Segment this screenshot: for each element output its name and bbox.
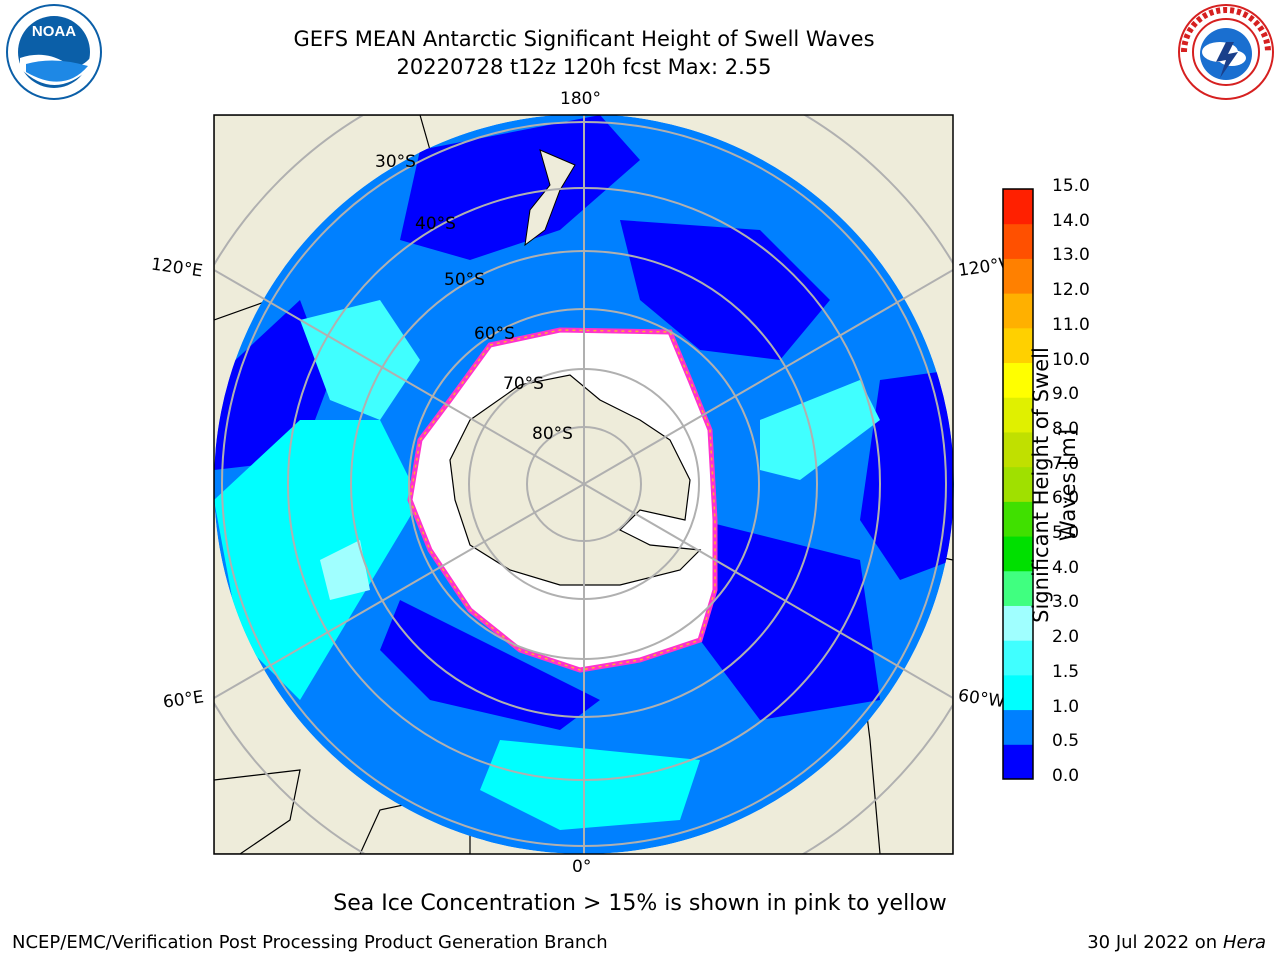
colorbar xyxy=(1002,188,1034,780)
swell-high-atlantic xyxy=(480,740,700,830)
colorbar-tick-label: 6.0 xyxy=(1052,488,1080,509)
colorbar-segment xyxy=(1003,293,1033,329)
sea-ice-edge xyxy=(409,329,716,671)
colorbar-segment xyxy=(1003,536,1033,572)
colorbar-tick-label: 0.5 xyxy=(1052,731,1080,752)
colorbar-tick-label: 11.0 xyxy=(1052,314,1090,335)
colorbar-segment xyxy=(1003,570,1033,606)
colorbar-segment xyxy=(1003,258,1033,294)
colorbar-segment xyxy=(1003,640,1033,676)
footer-credit: NCEP/EMC/Verification Post Processing Pr… xyxy=(12,932,608,953)
map-frame xyxy=(213,114,954,855)
colorbar-segment xyxy=(1003,223,1033,259)
colorbar-tick-label: 9.0 xyxy=(1052,384,1080,405)
swell-high-indian xyxy=(214,420,420,700)
meridian-60w xyxy=(583,483,953,699)
colorbar-tick-label: 13.0 xyxy=(1052,245,1090,266)
swell-low-south xyxy=(380,600,600,730)
colorbar-ticks: 0.0 0.5 1.0 1.5 2.0 3.0 4.0 5.0 6.0 7.0 8.0 9.0 10.0… xyxy=(1052,176,1112,791)
colorbar-tick-label: 2.0 xyxy=(1052,627,1080,648)
meridian-120w xyxy=(583,269,953,485)
colorbar-tick-label: 15.0 xyxy=(1052,176,1090,196)
swell-high-pacific xyxy=(760,380,880,480)
map-title: GEFS MEAN Antarctic Significant Height o… xyxy=(293,27,875,51)
colorbar-tick-label: 1.5 xyxy=(1052,661,1080,682)
new-zealand-land xyxy=(524,149,576,247)
antarctica-land xyxy=(449,374,702,586)
map-subtitle: 20220728 t12z 120h fcst Max: 2.55 xyxy=(396,55,772,79)
sea-ice-note: Sea Ice Concentration > 15% is shown in … xyxy=(333,891,947,916)
swell-low-drake xyxy=(700,520,880,720)
meridian-label-180: 180° xyxy=(560,89,601,109)
colorbar-tick-label: 12.0 xyxy=(1052,280,1090,301)
swell-low-north xyxy=(620,220,830,360)
swell-high-west xyxy=(300,300,420,420)
colorbar-segment xyxy=(1003,605,1033,641)
colorbar-segment xyxy=(1003,709,1033,745)
graticule xyxy=(214,115,953,854)
swell-low-east xyxy=(860,370,953,580)
swell-max-patch xyxy=(320,540,370,600)
footer-host: Hera xyxy=(1222,932,1266,953)
lat-label-40: 40°S xyxy=(415,214,456,234)
colorbar-segment xyxy=(1003,466,1033,502)
lat-label-30: 30°S xyxy=(375,152,416,172)
lat-label-70: 70°S xyxy=(503,374,544,394)
colorbar-tick-label: 3.0 xyxy=(1052,592,1080,613)
colorbar-segment xyxy=(1003,744,1033,780)
colorbar-segment xyxy=(1003,431,1033,468)
colorbar-tick-label: 8.0 xyxy=(1052,418,1080,439)
colorbar-segment xyxy=(1003,362,1033,398)
colorbar-segment xyxy=(1003,397,1033,433)
colorbar-frame xyxy=(1002,188,1034,780)
colorbar-tick-label: 1.0 xyxy=(1052,696,1080,717)
colorbar-tick-label: 5.0 xyxy=(1052,523,1080,544)
colorbar-segment xyxy=(1003,189,1033,225)
colorbar-tick-label: 14.0 xyxy=(1052,210,1090,231)
meridian-label-0: 0° xyxy=(572,857,592,877)
footer-date: 30 Jul 2022 on Hera xyxy=(1087,932,1266,953)
swell-low-northwest xyxy=(400,115,640,260)
lat-label-50: 50°S xyxy=(444,270,485,290)
nws-logo xyxy=(1178,4,1274,100)
colorbar-title: Significant Height of Swell Waves [m] xyxy=(1029,347,1080,623)
colorbar-tick-label: 0.0 xyxy=(1052,766,1080,786)
meridian-60e xyxy=(214,483,585,699)
colorbar-segment xyxy=(1003,674,1033,711)
madagascar-land xyxy=(214,769,301,854)
meridian-120e xyxy=(214,269,585,485)
colorbar-segment xyxy=(1003,501,1033,537)
lat-label-80: 80°S xyxy=(532,424,573,444)
colorbar-segment xyxy=(1003,327,1033,364)
noaa-logo-text: NOAA xyxy=(32,23,76,40)
colorbar-tick-label: 4.0 xyxy=(1052,557,1080,578)
colorbar-tick-label: 10.0 xyxy=(1052,349,1090,370)
lat-label-60: 60°S xyxy=(474,324,515,344)
footer-date-text: 30 Jul 2022 on xyxy=(1087,932,1223,953)
colorbar-segments xyxy=(1003,189,1033,780)
noaa-logo: NOAA xyxy=(6,4,102,100)
colorbar-tick-label: 7.0 xyxy=(1052,453,1080,474)
